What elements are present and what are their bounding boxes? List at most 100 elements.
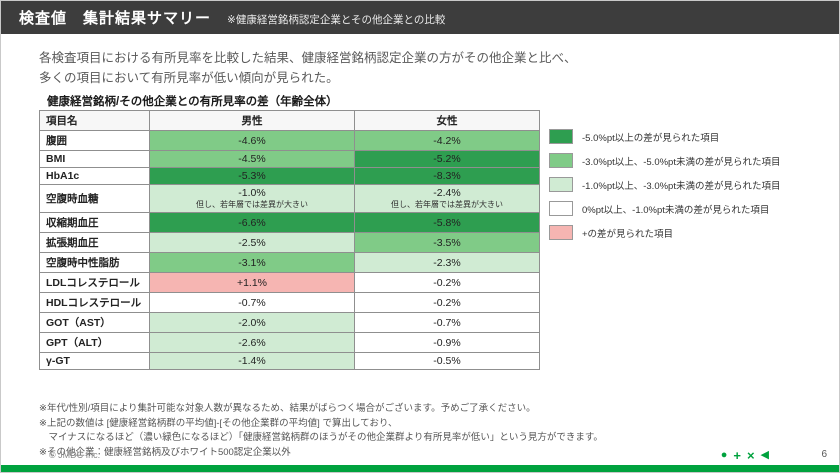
cell-female: -0.7% — [354, 312, 540, 333]
cell-female: -0.2% — [354, 272, 540, 293]
intro-line-1: 各検査項目における有所見率を比較した結果、健康経営銘柄認定企業の方がその他企業と… — [39, 51, 577, 65]
cell-value: -0.5% — [433, 355, 461, 367]
cell-value: -3.1% — [238, 256, 266, 269]
legend-item: -5.0%pt以上の差が見られた項目 — [549, 129, 780, 144]
footnotes: ※年代/性別/項目により集計可能な対象人数が異なるため、結果がばらつく場合がござ… — [39, 402, 603, 461]
table-row: LDLコレステロール +1.1% -0.2% — [39, 272, 540, 293]
row-item-label: HDLコレステロール — [39, 292, 150, 313]
cell-value: -0.7% — [238, 296, 266, 309]
cell-male: -5.3% — [149, 167, 355, 185]
row-item-label: GOT（AST） — [39, 312, 150, 333]
row-item-label: 拡張期血圧 — [39, 232, 150, 253]
cell-female: -8.3% — [354, 167, 540, 185]
cell-female: -5.8% — [354, 212, 540, 233]
row-item-label: BMI — [39, 150, 150, 168]
page-number: 6 — [821, 449, 827, 460]
cell-female: -5.2% — [354, 150, 540, 168]
cell-value: -2.3% — [433, 256, 461, 269]
x-icon: × — [746, 448, 755, 463]
row-item-label: 空腹時血糖 — [39, 184, 150, 213]
cell-value: -2.5% — [238, 236, 266, 249]
row-item-label: 収縮期血圧 — [39, 212, 150, 233]
table-row: HDLコレステロール -0.7% -0.2% — [39, 292, 540, 313]
jmdc-logo: ● + × ◀ — [721, 449, 769, 462]
cell-value: -5.8% — [433, 216, 461, 229]
cell-value: -5.2% — [433, 153, 461, 165]
column-header-male: 男性 — [149, 110, 355, 131]
row-item-label: γ-GT — [39, 352, 150, 370]
plus-icon: + — [733, 448, 741, 463]
footnote-line: マイナスになるほど（濃い緑色になるほど）「健康経営銘柄群のほうがその他企業群より… — [39, 432, 603, 444]
results-table: 項目名 男性 女性 腹囲 -4.6% -4.2% BMI -4.5% -5.2%… — [39, 110, 540, 370]
circle-icon: ● — [720, 449, 728, 461]
table-row: γ-GT -1.4% -0.5% — [39, 352, 540, 370]
table-row: HbA1c -5.3% -8.3% — [39, 167, 540, 185]
row-item-label: 空腹時中性脂肪 — [39, 252, 150, 273]
header-bar: 検査値 集計結果サマリー ※健康経営銘柄認定企業とその他企業との比較 — [1, 1, 839, 34]
legend-label: -5.0%pt以上の差が見られた項目 — [582, 132, 720, 144]
legend-item: 0%pt以上、-1.0%pt未満の差が見られた項目 — [549, 201, 780, 216]
cell-value: -4.2% — [433, 134, 461, 147]
legend-swatch-light-green — [549, 177, 573, 192]
cell-value: -6.6% — [238, 216, 266, 229]
intro-text: 各検査項目における有所見率を比較した結果、健康経営銘柄認定企業の方がその他企業と… — [39, 48, 577, 89]
page-subtitle: ※健康経営銘柄認定企業とその他企業との比較 — [227, 13, 446, 26]
legend-item: -3.0%pt以上、-5.0%pt未満の差が見られた項目 — [549, 153, 780, 168]
cell-value: -1.0% — [238, 187, 266, 199]
legend-label: +の差が見られた項目 — [582, 228, 674, 240]
bottom-accent-bar — [1, 465, 839, 472]
cell-male: -6.6% — [149, 212, 355, 233]
color-legend: -5.0%pt以上の差が見られた項目 -3.0%pt以上、-5.0%pt未満の差… — [549, 129, 780, 249]
table-row: 空腹時中性脂肪 -3.1% -2.3% — [39, 252, 540, 273]
cell-male: -4.5% — [149, 150, 355, 168]
column-header-item: 項目名 — [39, 110, 150, 131]
intro-line-2: 多くの項目において有所見率が低い傾向が見られた。 — [39, 71, 339, 86]
table-title: 健康経営銘柄/その他企業との有所見率の差（年齢全体） — [47, 96, 338, 108]
cell-female: -0.5% — [354, 352, 540, 370]
row-item-label: 腹囲 — [39, 130, 150, 151]
cell-value: -8.3% — [433, 170, 461, 182]
legend-swatch-dark-green — [549, 129, 573, 144]
cell-value: -0.2% — [433, 276, 461, 289]
column-header-female: 女性 — [354, 110, 540, 131]
table-row: BMI -4.5% -5.2% — [39, 150, 540, 168]
triangle-icon: ◀ — [760, 449, 769, 461]
cell-female: -2.3% — [354, 252, 540, 273]
legend-swatch-white — [549, 201, 573, 216]
cell-male: -2.5% — [149, 232, 355, 253]
cell-female: -3.5% — [354, 232, 540, 253]
cell-value: -2.0% — [238, 316, 266, 329]
legend-label: -3.0%pt以上、-5.0%pt未満の差が見られた項目 — [582, 156, 781, 168]
copyright-text: © JMDC Inc. — [49, 450, 101, 460]
footnote-line: ※上記の数値は [健康経営銘柄群の平均値]-[その他企業群の平均値] で算出して… — [39, 417, 398, 429]
cell-female: -4.2% — [354, 130, 540, 151]
row-item-label: LDLコレステロール — [39, 272, 150, 293]
table-row: 腹囲 -4.6% -4.2% — [39, 130, 540, 151]
legend-item: +の差が見られた項目 — [549, 225, 780, 240]
page-title: 検査値 集計結果サマリー — [19, 10, 212, 27]
table-row: 拡張期血圧 -2.5% -3.5% — [39, 232, 540, 253]
legend-item: -1.0%pt以上、-3.0%pt未満の差が見られた項目 — [549, 177, 780, 192]
cell-female: -2.4% 但し、若年層では差異が大きい — [354, 184, 540, 213]
table-row: GOT（AST） -2.0% -0.7% — [39, 312, 540, 333]
legend-swatch-pink — [549, 225, 573, 240]
cell-note: 但し、若年層では差異が大きい — [391, 200, 503, 209]
legend-label: 0%pt以上、-1.0%pt未満の差が見られた項目 — [582, 204, 770, 216]
cell-value: -2.4% — [433, 187, 461, 199]
table-row: 空腹時血糖 -1.0% 但し、若年層では差異が大きい -2.4% 但し、若年層で… — [39, 184, 540, 213]
row-item-label: HbA1c — [39, 167, 150, 185]
cell-male: -4.6% — [149, 130, 355, 151]
legend-swatch-mid-green — [549, 153, 573, 168]
cell-male: -1.0% 但し、若年層では差異が大きい — [149, 184, 355, 213]
cell-note: 但し、若年層では差異が大きい — [196, 200, 308, 209]
table-header-row: 項目名 男性 女性 — [39, 110, 540, 131]
cell-value: -0.9% — [433, 336, 461, 349]
cell-male: -2.0% — [149, 312, 355, 333]
legend-label: -1.0%pt以上、-3.0%pt未満の差が見られた項目 — [582, 180, 781, 192]
cell-male: -3.1% — [149, 252, 355, 273]
cell-value: -4.5% — [238, 153, 266, 165]
cell-value: -2.6% — [238, 336, 266, 349]
cell-value: -0.2% — [433, 296, 461, 309]
cell-male: -0.7% — [149, 292, 355, 313]
